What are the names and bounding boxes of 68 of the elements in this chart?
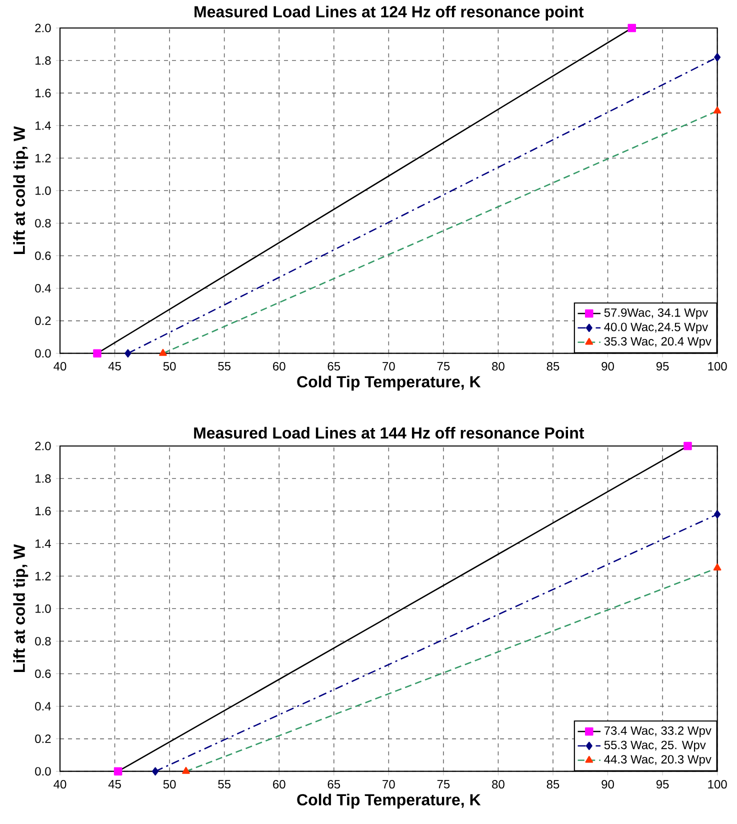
y-axis-title: Lift at cold tip, W: [13, 126, 28, 254]
x-tick-label: 70: [382, 362, 395, 371]
x-tick-label: 60: [273, 780, 286, 789]
y-tick-label: 2.0: [35, 442, 51, 450]
x-tick-label: 60: [273, 362, 286, 371]
y-tick-label: 0.0: [35, 349, 51, 358]
y-tick-label: 0.0: [35, 767, 51, 776]
x-tick-label: 50: [163, 362, 176, 371]
y-tick-label: 1.6: [36, 506, 51, 516]
y-tick-label: 1.6: [36, 88, 51, 98]
x-tick-label: 75: [437, 362, 450, 370]
legend-label: 40.0 Wac,24.5 Wpv: [604, 322, 708, 334]
legend-label: 35.3 Wac, 20.4 Wpv: [604, 337, 712, 348]
y-tick-label: 0.4: [35, 702, 51, 711]
x-tick-label: 90: [602, 362, 614, 371]
x-tick-label: 95: [656, 780, 669, 789]
x-tick-label: 100: [708, 362, 727, 371]
x-tick-label: 80: [492, 780, 504, 789]
y-tick-label: 1.2: [36, 572, 51, 580]
point: [628, 24, 636, 32]
legend-label: 57.9Wac, 34.1 Wpv: [604, 308, 708, 320]
x-tick-label: 45: [108, 362, 121, 370]
x-tick-label: 45: [108, 780, 121, 788]
legend-label: 55.3 Wac, 25. Wpv: [604, 740, 706, 752]
x-axis-title: Cold Tip Temperature, K: [297, 794, 481, 809]
point: [684, 442, 692, 450]
y-tick-label: 0.2: [35, 734, 51, 744]
legend-label: 73.4 Wac, 33.2 Wpv: [604, 726, 712, 738]
x-tick-label: 65: [328, 362, 340, 371]
x-tick-label: 65: [328, 780, 340, 789]
x-tick-label: 40: [54, 362, 66, 371]
x-tick-label: 70: [382, 780, 395, 789]
x-tick-label: 100: [708, 780, 727, 789]
x-tick-label: 85: [546, 780, 560, 789]
y-tick-label: 0.4: [35, 284, 51, 293]
y-tick-label: 1.8: [36, 56, 51, 65]
x-tick-label: 90: [602, 780, 614, 789]
x-tick-label: 55: [218, 780, 230, 788]
y-tick-label: 1.4: [36, 121, 51, 130]
point: [124, 349, 132, 358]
x-tick-label: 75: [437, 780, 450, 788]
x-tick-label: 50: [163, 780, 176, 789]
x-axis-title: Cold Tip Temperature, K: [297, 376, 481, 391]
y-tick-label: 1.8: [36, 474, 51, 483]
x-tick-label: 55: [218, 362, 230, 370]
y-tick-label: 0.8: [35, 636, 51, 646]
point: [714, 53, 721, 62]
y-tick-label: 0.6: [35, 251, 51, 260]
x-tick-label: 40: [54, 780, 66, 789]
y-tick-label: 0.2: [35, 316, 51, 326]
y-tick-label: 2.0: [35, 24, 51, 32]
point: [152, 767, 159, 776]
y-tick-label: 0.8: [35, 218, 51, 228]
y-axis-title: Lift at cold tip, W: [13, 544, 28, 672]
point: [714, 510, 721, 518]
y-tick-label: 0.6: [35, 669, 51, 678]
point: [114, 767, 122, 776]
x-tick-label: 80: [492, 362, 504, 371]
x-tick-label: 85: [546, 362, 560, 371]
x-tick-label: 95: [656, 362, 669, 371]
y-tick-label: 1.0: [36, 186, 51, 195]
y-tick-label: 1.0: [36, 604, 51, 613]
y-tick-label: 1.2: [36, 154, 51, 162]
chart-title: Measured Load Lines at 144 Hz off resonance Point: [194, 426, 584, 439]
point: [93, 349, 102, 358]
chart-title: Measured Load Lines at 124 Hz off resonance point: [194, 6, 584, 21]
legend-label: 44.3 Wac, 20.3 Wpv: [604, 755, 712, 766]
y-tick-label: 1.4: [36, 539, 51, 548]
